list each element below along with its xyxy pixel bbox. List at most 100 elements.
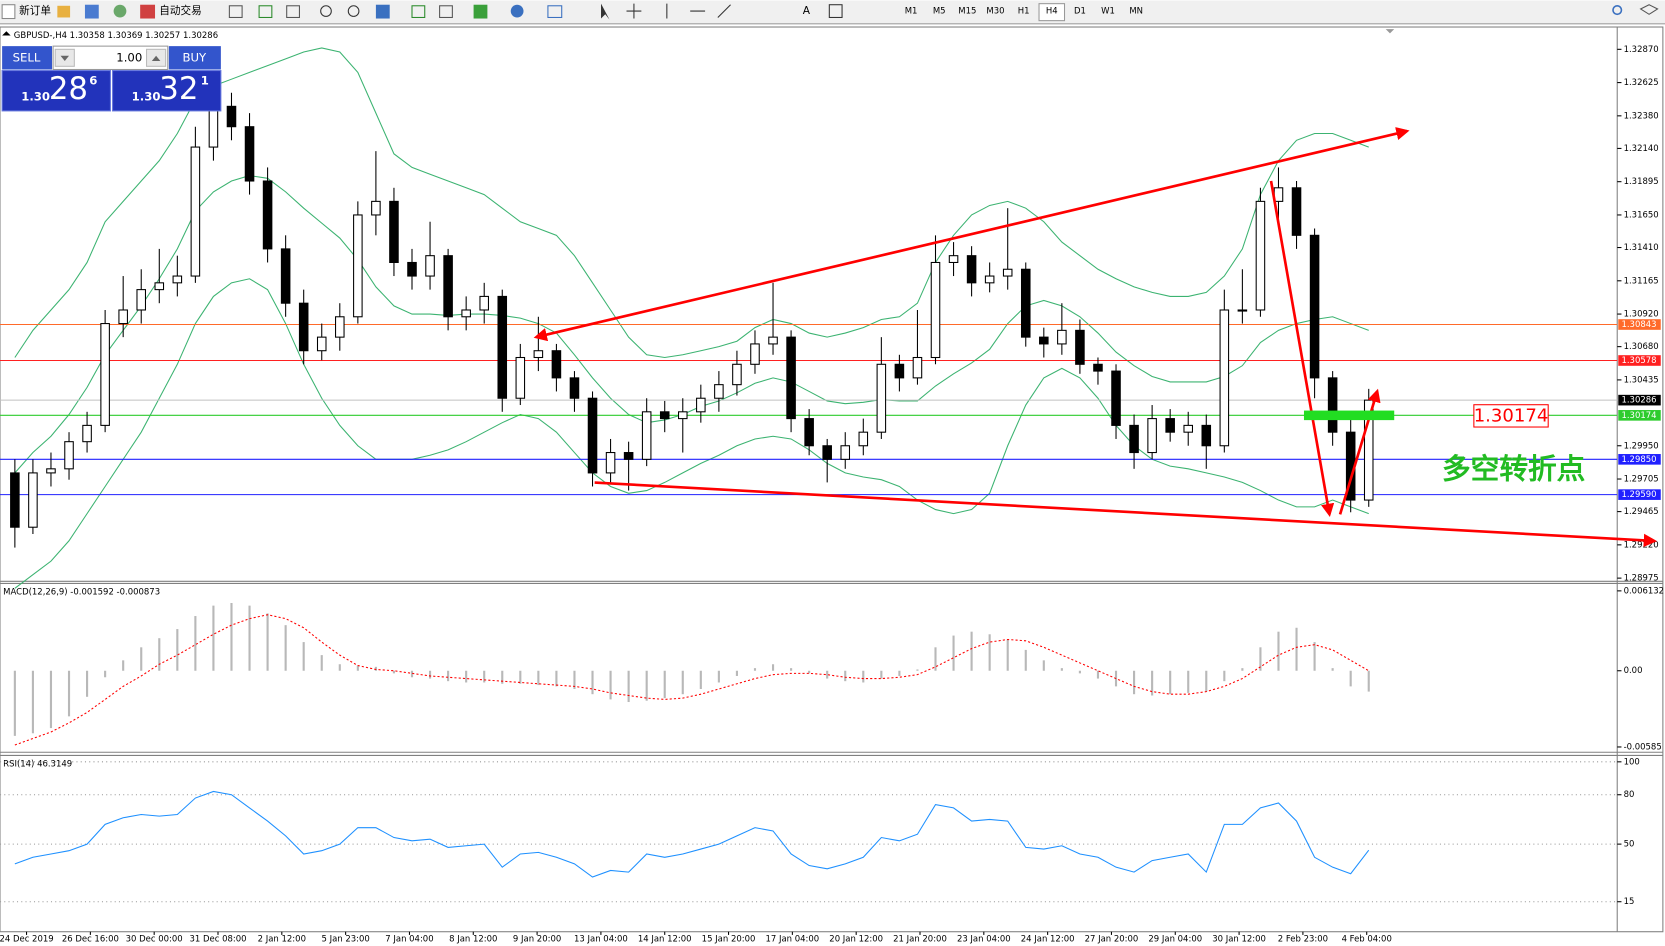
- candle-body: [461, 309, 471, 318]
- candle-body: [912, 356, 923, 379]
- y-tick-label: -0.00585: [1624, 742, 1662, 752]
- buy-button[interactable]: [168, 46, 221, 70]
- chat-icon[interactable]: [1639, 4, 1659, 15]
- x-tick-label: 24 Jan 12:00: [1021, 935, 1075, 945]
- search-icon[interactable]: [1612, 4, 1623, 16]
- candle-body: [443, 255, 453, 318]
- sell-price-big: 1.30: [21, 90, 50, 104]
- auto-trading-icon[interactable]: [140, 4, 156, 19]
- timeframe-button[interactable]: W1: [1101, 7, 1115, 17]
- toolbar: [0, 0, 1665, 24]
- candle-body: [244, 126, 255, 182]
- new-order-icon[interactable]: [1, 4, 16, 20]
- tool-icon[interactable]: [286, 5, 300, 18]
- new-order-button[interactable]: 新订单: [19, 4, 51, 17]
- timeframe-button[interactable]: M5: [933, 7, 946, 17]
- timeframe-button[interactable]: H1: [1018, 7, 1030, 17]
- price-level-label: 1.30286: [1621, 396, 1656, 406]
- sell-price-point: 6: [89, 74, 97, 88]
- price-level-tag: [1618, 319, 1661, 330]
- tool-icon[interactable]: [228, 5, 243, 18]
- sell-price-box[interactable]: [1, 70, 111, 112]
- cursor-icon[interactable]: [601, 3, 610, 20]
- timeframe-button[interactable]: M15: [958, 7, 976, 17]
- drop-arrow[interactable]: [1269, 180, 1335, 518]
- candle-body: [1020, 268, 1031, 338]
- sell-price-pips: 28: [49, 71, 88, 107]
- toolbar-icon[interactable]: [84, 4, 99, 19]
- candle-body: [786, 336, 796, 420]
- candle-body: [1291, 187, 1302, 236]
- tool-icon[interactable]: [439, 5, 453, 18]
- support-line[interactable]: [594, 481, 1658, 548]
- buy-price-pips: 32: [159, 71, 198, 107]
- candle-body: [1255, 200, 1266, 311]
- sell-button[interactable]: [2, 46, 53, 70]
- line-tools[interactable]: [666, 3, 731, 19]
- timeframe-button[interactable]: M30: [986, 7, 1004, 17]
- tool-icon[interactable]: [375, 4, 390, 19]
- candle-body: [497, 295, 508, 399]
- timeframes: M1 M5 M15 M30 H1 H4 D1 W1 MN: [905, 3, 1143, 22]
- x-tick-label: 26 Dec 16:00: [62, 935, 119, 945]
- x-tick-label: 2 Feb 23:00: [1278, 935, 1328, 945]
- candle-body: [714, 384, 724, 399]
- candle-body: [353, 214, 363, 318]
- candle-body: [118, 309, 128, 325]
- lots-value[interactable]: 1.00: [116, 50, 142, 64]
- timeframe-active[interactable]: [1038, 3, 1066, 22]
- candle-body: [1165, 418, 1175, 433]
- candle-body: [280, 248, 291, 304]
- price-level-label: 1.30843: [1621, 320, 1656, 330]
- price-level-tag: [1618, 489, 1661, 500]
- timeframe-button[interactable]: MN: [1129, 7, 1143, 17]
- buy-price-point: 1: [201, 74, 209, 88]
- pivot-label: 1.30174: [1474, 405, 1549, 426]
- candle-body: [226, 105, 237, 128]
- candle-body: [515, 356, 526, 399]
- tool-icon[interactable]: [547, 5, 563, 18]
- timeframe-button[interactable]: M1: [905, 7, 918, 17]
- x-tick-label: 2 Jan 12:00: [258, 935, 306, 945]
- x-tick-label: 23 Jan 04:00: [957, 935, 1011, 945]
- price-level-tag: [1618, 355, 1661, 366]
- zoom-out-icon[interactable]: [347, 5, 360, 17]
- buy-price-box[interactable]: [112, 70, 222, 112]
- bollinger-lower: [14, 278, 1369, 589]
- candle-body: [10, 472, 20, 528]
- y-tick-label: 1.31895: [1624, 177, 1659, 187]
- text-tool[interactable]: A: [803, 4, 811, 17]
- y-tick-label: 1.29465: [1624, 507, 1659, 517]
- tool-icon[interactable]: [411, 5, 426, 18]
- candle-body: [876, 363, 887, 433]
- candle-body: [1237, 309, 1248, 312]
- buy-price-big: 1.30: [132, 90, 161, 104]
- tool-icon[interactable]: [473, 4, 488, 19]
- resistance-line[interactable]: [533, 127, 1410, 342]
- buy-label[interactable]: BUY: [182, 50, 207, 64]
- auto-trading-button[interactable]: 自动交易: [159, 4, 201, 17]
- y-tick-label: 100: [1624, 757, 1640, 767]
- zoom-in-icon[interactable]: [320, 5, 332, 17]
- collapse-triangle[interactable]: [2, 31, 11, 36]
- tool-icon[interactable]: [258, 5, 273, 18]
- toolbar-icon[interactable]: [113, 4, 127, 18]
- sell-label[interactable]: SELL: [13, 50, 41, 64]
- timeframe-button[interactable]: D1: [1074, 7, 1086, 17]
- toolbar-icon[interactable]: [57, 5, 71, 18]
- y-tick-label: 1.32870: [1624, 45, 1659, 55]
- pivot-label-box: [1473, 404, 1549, 428]
- x-tick-label: 7 Jan 04:00: [385, 935, 433, 945]
- x-tick-label: 31 Dec 08:00: [189, 935, 246, 945]
- price-level-label: 1.30174: [1621, 411, 1656, 421]
- timeframe-button[interactable]: H4: [1046, 7, 1058, 17]
- candle-body: [623, 452, 634, 460]
- y-tick-label: 1.29705: [1624, 475, 1659, 485]
- crosshair-icon[interactable]: [626, 3, 642, 19]
- tool-icon[interactable]: [510, 4, 524, 18]
- label-tool[interactable]: [828, 4, 843, 18]
- x-tick-label: 9 Jan 20:00: [513, 935, 561, 945]
- trade-panel: SELL 1.00 BUY 1.30 28 6 1.30 32 1: [1, 45, 222, 112]
- lots-field[interactable]: [52, 45, 169, 71]
- x-tick-label: 24 Dec 2019: [0, 935, 54, 945]
